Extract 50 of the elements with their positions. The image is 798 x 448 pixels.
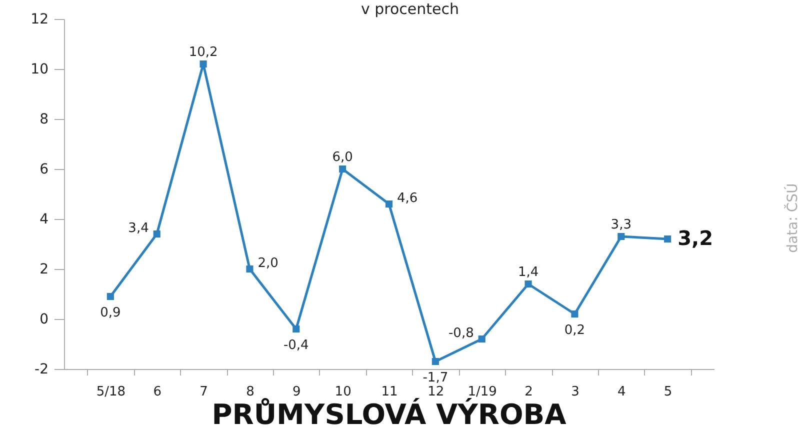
- x-tick-label: 9: [292, 384, 301, 400]
- data-label: 3,2: [678, 226, 714, 250]
- y-tick-label: 12: [30, 12, 48, 28]
- point: [200, 60, 207, 68]
- point: [385, 200, 393, 208]
- data-label: -0,8: [448, 326, 474, 341]
- data-label: 2,0: [258, 256, 278, 271]
- point: [524, 280, 532, 288]
- data-label: 3,3: [610, 218, 632, 232]
- data-label: 6,0: [332, 150, 353, 165]
- point: [571, 310, 578, 318]
- y-tick-label: 0: [40, 312, 48, 328]
- x-tick-label: 5/18: [96, 384, 126, 400]
- y-tick-label: 8: [40, 112, 48, 128]
- point: [106, 292, 114, 300]
- data-label: 3,4: [128, 221, 149, 236]
- x-tick-label: 7: [200, 384, 208, 400]
- y-tick-label: 6: [40, 162, 49, 178]
- point: [664, 235, 672, 243]
- x-tick-label: 11: [381, 384, 398, 400]
- point: [292, 325, 300, 333]
- point: [478, 335, 486, 343]
- data-label: -0,4: [283, 338, 309, 353]
- text: data: ČSÚ: [785, 183, 798, 253]
- data-label: 0,9: [100, 306, 121, 320]
- x-tick-label: 1/19: [468, 384, 497, 400]
- x-tick-label: 8: [246, 384, 254, 400]
- point: [339, 165, 346, 173]
- data-label: 1,4: [518, 265, 539, 280]
- point: [246, 265, 254, 273]
- y-tick-label: 4: [40, 212, 49, 228]
- data-label: 10,2: [188, 45, 218, 60]
- point: [153, 230, 160, 238]
- x-tick-label: 5: [664, 384, 672, 400]
- x-tick-label: 6: [153, 384, 162, 400]
- data-label: 0,2: [564, 323, 586, 338]
- data-label: 4,6: [397, 191, 418, 206]
- x-tick-label: 3: [571, 384, 580, 400]
- y-tick-label: 10: [30, 62, 48, 78]
- x-tick-label: 10: [334, 384, 352, 400]
- x-tick-label: 12: [428, 384, 444, 400]
- y-tick-label: 2: [40, 262, 48, 278]
- x-tick-label: 4: [618, 384, 626, 400]
- y-tick-label: -2: [34, 362, 48, 378]
- point: [618, 232, 625, 240]
- x-tick-label: 2: [524, 384, 533, 400]
- text: PRŮMYSLOVÁ VÝROBA: [212, 397, 567, 431]
- data-label: -1,7: [422, 370, 448, 386]
- chart-subtitle: v procentech: [360, 0, 460, 18]
- point: [432, 358, 439, 366]
